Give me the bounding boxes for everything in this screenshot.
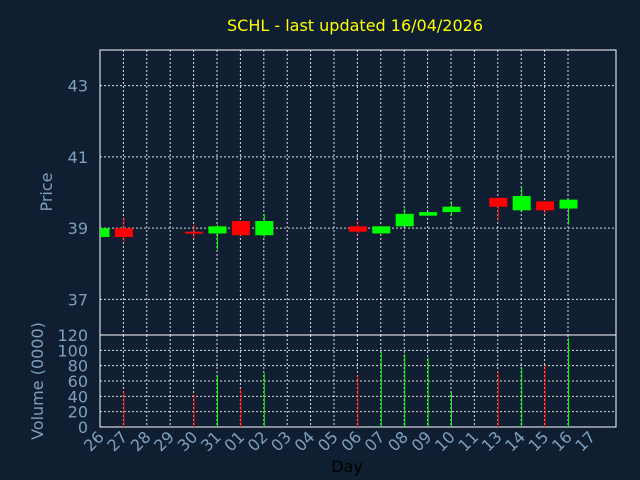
volume-axis-label: Volume (0000) <box>28 322 47 440</box>
candle-body <box>372 226 391 234</box>
price-frame <box>99 49 617 336</box>
x-tick-labels: 2627282930310102030405060708091011131415… <box>80 427 599 455</box>
volume-tick-label: 20 <box>68 403 88 422</box>
chart-title: SCHL - last updated 16/04/2026 <box>227 16 483 35</box>
candle-body <box>185 231 204 234</box>
volume-tick-label: 60 <box>68 372 88 391</box>
volume-tick-label: 80 <box>68 357 88 376</box>
volume-tick-label: 0 <box>78 418 88 437</box>
candle-body <box>419 212 438 216</box>
price-panel: 37 39 41 43 <box>68 49 617 336</box>
candle-body <box>100 228 110 238</box>
candle-body <box>255 221 274 236</box>
volume-tick-label: 40 <box>68 387 88 406</box>
candle-body <box>442 206 461 213</box>
candle-body <box>536 201 555 211</box>
x-axis-label: Day <box>331 457 363 476</box>
candle-body <box>395 213 414 227</box>
candle-body <box>208 226 227 234</box>
candle-body <box>348 226 367 232</box>
price-axis-label: Price <box>37 172 56 211</box>
x-tick-label: 17 <box>571 427 599 455</box>
price-tick-label: 39 <box>68 219 88 238</box>
volume-tick-label: 120 <box>57 326 88 345</box>
price-tick-label: 43 <box>68 77 88 96</box>
candle-body <box>512 196 531 211</box>
price-tick-label: 37 <box>68 290 88 309</box>
candle-body <box>489 197 508 207</box>
volume-tick-label: 100 <box>57 341 88 360</box>
candle-body <box>231 221 250 236</box>
price-tick-label: 41 <box>68 148 88 167</box>
candle-body <box>114 228 133 238</box>
candle-body <box>559 199 578 209</box>
